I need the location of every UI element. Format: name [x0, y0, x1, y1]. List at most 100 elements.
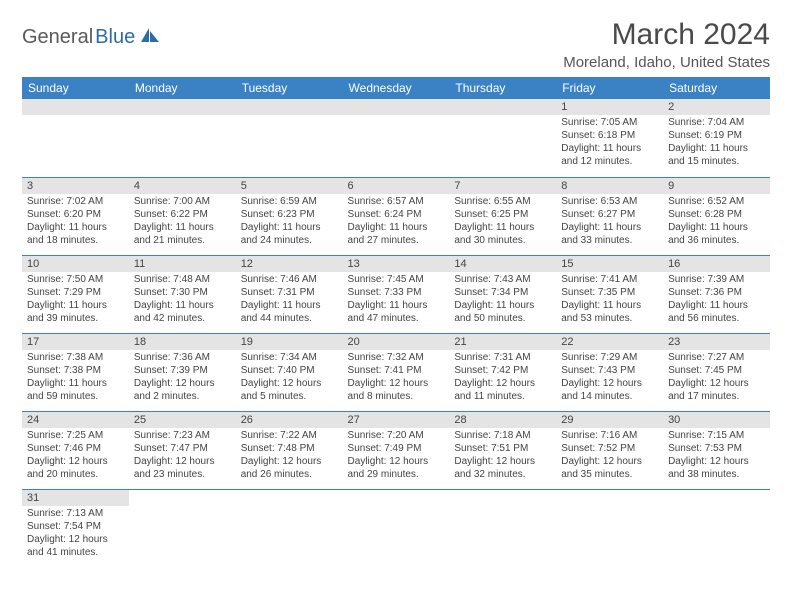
sunrise-text: Sunrise: 7:13 AM — [27, 507, 124, 520]
daylight-text: Daylight: 12 hours — [241, 377, 338, 390]
daynum-bar: 5 — [236, 178, 343, 194]
daylight-text: and 27 minutes. — [348, 234, 445, 247]
day-content: Sunrise: 7:05 AMSunset: 6:18 PMDaylight:… — [556, 115, 663, 171]
daylight-text: and 26 minutes. — [241, 468, 338, 481]
sunset-text: Sunset: 7:52 PM — [561, 442, 658, 455]
calendar-day-cell: 19Sunrise: 7:34 AMSunset: 7:40 PMDayligh… — [236, 333, 343, 411]
sunset-text: Sunset: 7:31 PM — [241, 286, 338, 299]
daynum-bar: 9 — [663, 178, 770, 194]
daylight-text: Daylight: 11 hours — [241, 299, 338, 312]
day-content: Sunrise: 7:39 AMSunset: 7:36 PMDaylight:… — [663, 272, 770, 328]
calendar-day-cell — [343, 489, 450, 567]
daylight-text: and 15 minutes. — [668, 155, 765, 168]
day-content: Sunrise: 7:25 AMSunset: 7:46 PMDaylight:… — [22, 428, 129, 484]
daynum-bar: 3 — [22, 178, 129, 194]
sunrise-text: Sunrise: 7:34 AM — [241, 351, 338, 364]
daylight-text: Daylight: 11 hours — [454, 299, 551, 312]
day-content: Sunrise: 7:20 AMSunset: 7:49 PMDaylight:… — [343, 428, 450, 484]
sunrise-text: Sunrise: 7:38 AM — [27, 351, 124, 364]
sunset-text: Sunset: 6:22 PM — [134, 208, 231, 221]
day-content: Sunrise: 7:46 AMSunset: 7:31 PMDaylight:… — [236, 272, 343, 328]
day-content: Sunrise: 7:34 AMSunset: 7:40 PMDaylight:… — [236, 350, 343, 406]
daylight-text: Daylight: 12 hours — [348, 455, 445, 468]
calendar-day-cell: 17Sunrise: 7:38 AMSunset: 7:38 PMDayligh… — [22, 333, 129, 411]
daynum-bar: 7 — [449, 178, 556, 194]
sunrise-text: Sunrise: 6:53 AM — [561, 195, 658, 208]
calendar-header-cell: Thursday — [449, 77, 556, 99]
daynum-bar: 18 — [129, 334, 236, 350]
calendar-day-cell: 23Sunrise: 7:27 AMSunset: 7:45 PMDayligh… — [663, 333, 770, 411]
calendar-header-cell: Tuesday — [236, 77, 343, 99]
daylight-text: Daylight: 11 hours — [241, 221, 338, 234]
daylight-text: and 17 minutes. — [668, 390, 765, 403]
day-content: Sunrise: 7:13 AMSunset: 7:54 PMDaylight:… — [22, 506, 129, 562]
daynum-bar: 23 — [663, 334, 770, 350]
daynum-bar: 19 — [236, 334, 343, 350]
sunset-text: Sunset: 7:38 PM — [27, 364, 124, 377]
sunset-text: Sunset: 7:34 PM — [454, 286, 551, 299]
day-content: Sunrise: 7:38 AMSunset: 7:38 PMDaylight:… — [22, 350, 129, 406]
day-content: Sunrise: 7:04 AMSunset: 6:19 PMDaylight:… — [663, 115, 770, 171]
day-content: Sunrise: 6:55 AMSunset: 6:25 PMDaylight:… — [449, 194, 556, 250]
sunrise-text: Sunrise: 7:20 AM — [348, 429, 445, 442]
calendar-day-cell: 12Sunrise: 7:46 AMSunset: 7:31 PMDayligh… — [236, 255, 343, 333]
daylight-text: Daylight: 11 hours — [27, 377, 124, 390]
sunrise-text: Sunrise: 7:45 AM — [348, 273, 445, 286]
daylight-text: and 38 minutes. — [668, 468, 765, 481]
calendar-day-cell: 26Sunrise: 7:22 AMSunset: 7:48 PMDayligh… — [236, 411, 343, 489]
daynum-bar-empty — [236, 99, 343, 115]
sunset-text: Sunset: 7:45 PM — [668, 364, 765, 377]
header: General Blue March 2024 Moreland, Idaho,… — [22, 18, 770, 71]
calendar-day-cell: 27Sunrise: 7:20 AMSunset: 7:49 PMDayligh… — [343, 411, 450, 489]
daylight-text: Daylight: 12 hours — [454, 377, 551, 390]
daylight-text: and 20 minutes. — [27, 468, 124, 481]
calendar-week-row: 3Sunrise: 7:02 AMSunset: 6:20 PMDaylight… — [22, 177, 770, 255]
daynum-bar: 22 — [556, 334, 663, 350]
sunrise-text: Sunrise: 7:36 AM — [134, 351, 231, 364]
sunrise-text: Sunrise: 7:27 AM — [668, 351, 765, 364]
daynum-bar: 26 — [236, 412, 343, 428]
daynum-bar: 11 — [129, 256, 236, 272]
calendar-header-cell: Sunday — [22, 77, 129, 99]
calendar-day-cell: 3Sunrise: 7:02 AMSunset: 6:20 PMDaylight… — [22, 177, 129, 255]
page-title: March 2024 — [563, 18, 770, 52]
calendar-day-cell — [449, 99, 556, 177]
daynum-bar: 30 — [663, 412, 770, 428]
sunrise-text: Sunrise: 7:18 AM — [454, 429, 551, 442]
daylight-text: and 5 minutes. — [241, 390, 338, 403]
day-content: Sunrise: 7:18 AMSunset: 7:51 PMDaylight:… — [449, 428, 556, 484]
sunrise-text: Sunrise: 7:43 AM — [454, 273, 551, 286]
daylight-text: Daylight: 12 hours — [561, 377, 658, 390]
calendar-day-cell: 25Sunrise: 7:23 AMSunset: 7:47 PMDayligh… — [129, 411, 236, 489]
daynum-bar: 10 — [22, 256, 129, 272]
title-block: March 2024 Moreland, Idaho, United State… — [563, 18, 770, 71]
calendar-day-cell: 14Sunrise: 7:43 AMSunset: 7:34 PMDayligh… — [449, 255, 556, 333]
daylight-text: and 47 minutes. — [348, 312, 445, 325]
daylight-text: Daylight: 11 hours — [134, 221, 231, 234]
daylight-text: Daylight: 12 hours — [134, 455, 231, 468]
daynum-bar: 24 — [22, 412, 129, 428]
daynum-bar: 1 — [556, 99, 663, 115]
sunset-text: Sunset: 7:42 PM — [454, 364, 551, 377]
sunset-text: Sunset: 7:35 PM — [561, 286, 658, 299]
daylight-text: and 21 minutes. — [134, 234, 231, 247]
calendar-day-cell — [236, 489, 343, 567]
day-content: Sunrise: 7:31 AMSunset: 7:42 PMDaylight:… — [449, 350, 556, 406]
sunset-text: Sunset: 7:29 PM — [27, 286, 124, 299]
daynum-bar-empty — [449, 99, 556, 115]
calendar-day-cell — [129, 99, 236, 177]
day-content: Sunrise: 7:41 AMSunset: 7:35 PMDaylight:… — [556, 272, 663, 328]
day-content: Sunrise: 6:57 AMSunset: 6:24 PMDaylight:… — [343, 194, 450, 250]
daylight-text: and 8 minutes. — [348, 390, 445, 403]
sunrise-text: Sunrise: 6:59 AM — [241, 195, 338, 208]
sunset-text: Sunset: 7:53 PM — [668, 442, 765, 455]
sunrise-text: Sunrise: 7:46 AM — [241, 273, 338, 286]
daylight-text: and 11 minutes. — [454, 390, 551, 403]
daynum-bar: 16 — [663, 256, 770, 272]
daylight-text: and 35 minutes. — [561, 468, 658, 481]
daynum-bar: 27 — [343, 412, 450, 428]
sunset-text: Sunset: 6:28 PM — [668, 208, 765, 221]
sunrise-text: Sunrise: 7:16 AM — [561, 429, 658, 442]
day-content: Sunrise: 7:29 AMSunset: 7:43 PMDaylight:… — [556, 350, 663, 406]
daylight-text: Daylight: 11 hours — [27, 221, 124, 234]
